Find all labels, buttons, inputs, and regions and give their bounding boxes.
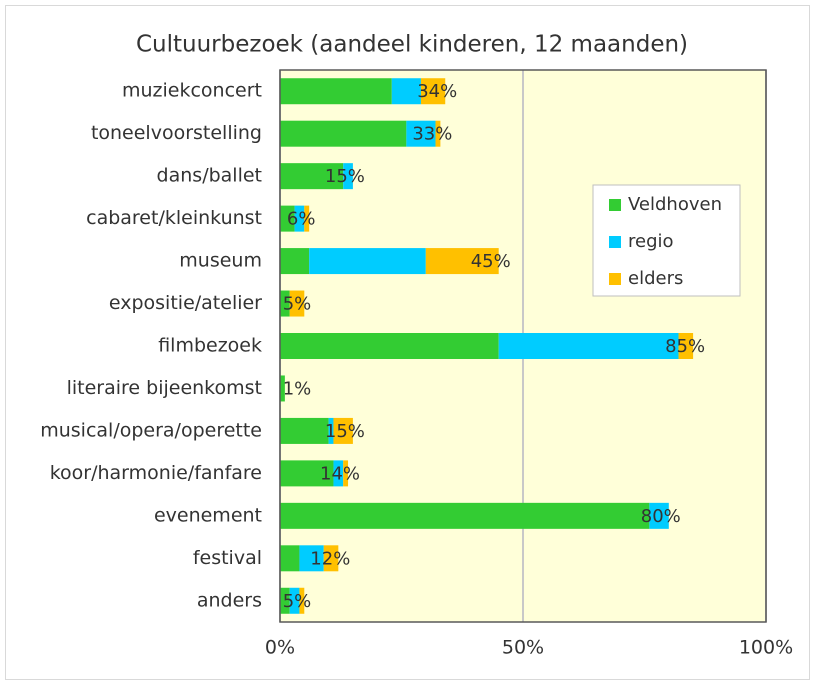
bar-segment [299,587,305,614]
y-tick-label: anders [197,589,262,611]
bar-segment [420,78,446,105]
data-label: 80% [641,506,681,527]
y-tick-label: muziekconcert [122,80,262,102]
y-tick-label: koor/harmonie/fanfare [50,462,262,484]
y-tick-label: festival [193,547,262,569]
bar-segment [280,417,329,444]
bar-segment [323,545,339,572]
data-label: 85% [665,336,705,357]
data-label: 6% [287,209,316,230]
y-tick-label: literaire bijeenkomst [67,377,262,399]
data-label: 33% [412,124,452,145]
bar-segment [294,205,305,232]
bar-segment [328,417,334,444]
bar-segment [280,78,392,105]
legend-swatch [609,199,621,211]
x-tick-label: 100% [739,637,793,659]
legend-label: Veldhoven [628,194,722,215]
bar-segment [280,375,285,402]
legend-label: elders [628,268,683,289]
bar-segment [280,120,407,147]
bar-segment [309,248,426,275]
data-label: 15% [325,166,365,187]
y-tick-label: dans/ballet [157,165,262,187]
bar-segment [280,333,499,359]
bar-segment [343,163,353,190]
bar-segment [678,333,694,359]
bar-segment [333,417,353,444]
bar-segment [649,502,669,529]
bar-segment [280,545,300,572]
bar-segment [280,460,334,487]
bar-segment [343,460,349,487]
data-label: 15% [325,421,365,442]
data-label: 1% [283,378,312,399]
data-label: 5% [283,294,312,315]
y-tick-label: musical/opera/operette [40,419,262,441]
bar-segment [280,163,344,190]
bar-segment [280,248,310,275]
bar-segment [280,587,290,614]
bar-segment [280,502,650,529]
plot-border [279,69,767,623]
bar-segment [391,78,421,105]
bar-segment [406,120,436,147]
bar-segment [435,120,441,147]
y-tick-label: filmbezoek [158,335,262,357]
bar-segment [289,290,305,317]
x-tick-label: 0% [265,637,295,659]
legend-swatch [609,236,621,248]
bar-segment [289,587,300,614]
bar-segment [304,205,310,232]
bar-segment [498,333,679,359]
legend-swatch [609,273,621,285]
x-tick-label: 50% [502,637,544,659]
data-label: 14% [320,463,360,484]
y-tick-label: museum [179,250,262,272]
bar-segment [280,205,295,232]
data-label: 5% [283,591,312,612]
y-tick-label: evenement [154,504,262,526]
chart-title: Cultuurbezoek (aandeel kinderen, 12 maan… [136,32,688,58]
data-label: 45% [471,251,511,272]
data-label: 12% [310,548,350,569]
bar-segment [425,248,499,275]
legend-label: regio [628,231,674,252]
y-tick-label: toneelvoorstelling [91,122,262,144]
y-tick-label: expositie/atelier [109,292,262,314]
bar-segment [333,460,344,487]
y-tick-label: cabaret/kleinkunst [86,207,262,229]
bar-segment [280,290,290,317]
bar-segment [299,545,324,572]
data-label: 34% [417,81,457,102]
